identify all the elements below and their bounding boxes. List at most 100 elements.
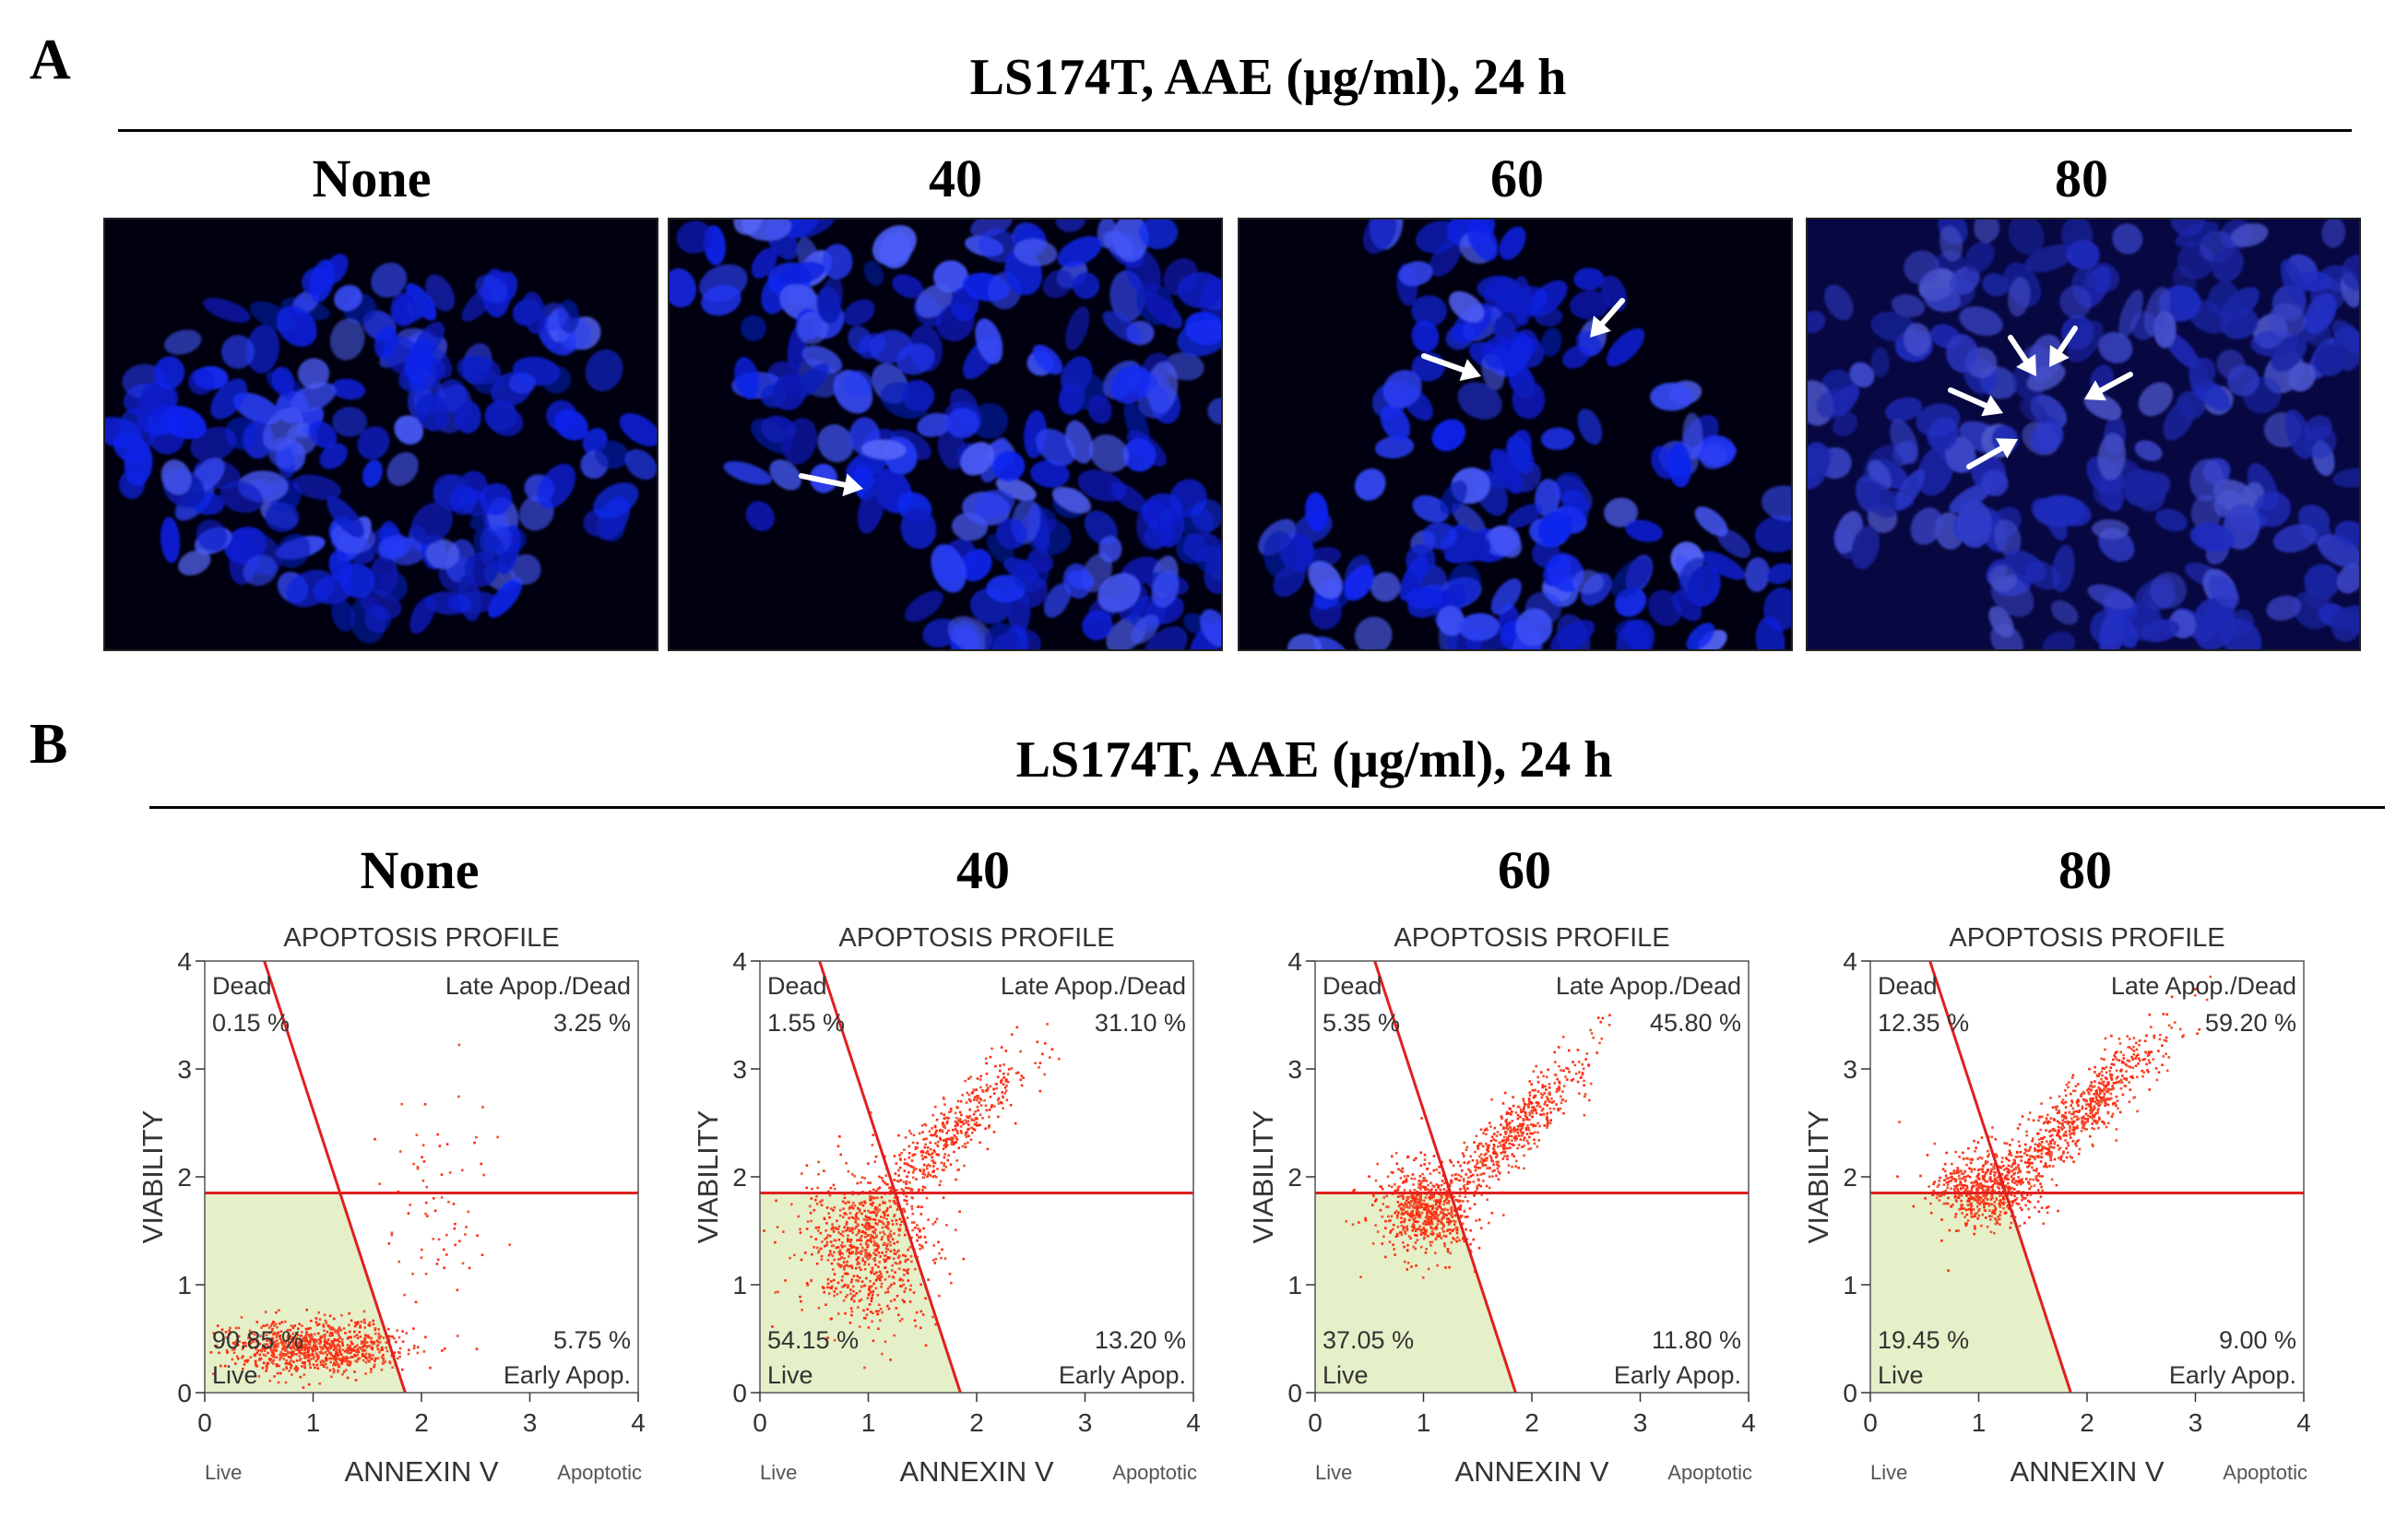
scatter-point [1988,1215,1991,1217]
scatter-point [862,1309,865,1312]
scatter-point [2106,1077,2108,1081]
scatter-point [1425,1248,1428,1251]
scatter-point [972,1119,976,1122]
y-tick-label: 4 [1287,947,1302,976]
scatter-point [2118,1042,2122,1045]
scatter-point [248,1343,252,1347]
scatter-point [879,1319,882,1322]
scatter-point [1960,1169,1963,1172]
scatter-point [2046,1147,2049,1150]
scatter-point [1485,1184,1489,1188]
scatter-point [1459,1204,1462,1207]
scatter-point [1987,1169,1989,1171]
scatter-point [316,1358,320,1360]
scatter-point [1418,1214,1421,1216]
scatter-point [301,1339,303,1343]
scatter-point [2003,1142,2006,1145]
scatter-point [295,1359,299,1362]
scatter-point [298,1359,302,1362]
scatter-point [1417,1193,1420,1196]
scatter-point [1352,1190,1355,1193]
scatter-point [1418,1216,1420,1218]
scatter-point [415,1133,419,1136]
panel-a-col-label-60: 60 [1490,148,1544,208]
scatter-point [1998,1181,2001,1184]
scatter-point [1522,1118,1524,1121]
scatter-point [1445,1196,1449,1199]
scatter-point [231,1341,235,1345]
scatter-point [2027,1199,2030,1203]
scatter-point [2018,1225,2022,1228]
scatter-point [1970,1189,1974,1192]
scatter-point [1583,1113,1586,1117]
scatter-point [2086,1117,2090,1121]
scatter-point [856,1246,860,1250]
scatter-point [1445,1214,1448,1216]
scatter-point [2038,1138,2041,1141]
scatter-point [266,1362,268,1366]
scatter-point [1601,1016,1605,1020]
scatter-point [373,1342,376,1346]
scatter-point [1429,1212,1432,1216]
scatter-point [805,1228,809,1230]
scatter-point [292,1337,296,1340]
percent-dead: 1.55 % [767,1009,845,1037]
scatter-point [1455,1231,1459,1235]
scatter-point [1543,1103,1547,1106]
quadrant-label-dead: Dead [212,972,272,1000]
scatter-point [1479,1173,1482,1176]
scatter-point [875,1214,878,1217]
scatter-point [2157,1050,2160,1052]
scatter-point [324,1319,327,1323]
scatter-point [1952,1169,1956,1172]
scatter-point [1413,1188,1417,1192]
scatter-point [2126,1059,2129,1062]
percent-late: 31.10 % [1095,1009,1186,1037]
scatter-point [2040,1185,2043,1189]
scatter-point [1947,1196,1950,1200]
scatter-point [836,1281,840,1285]
scatter-point [265,1334,268,1336]
scatter-point [969,1075,972,1078]
scatter-point [1006,1073,1010,1075]
scatter-point [2083,1118,2086,1121]
scatter-point [1432,1210,1436,1214]
scatter-point [391,1335,394,1338]
scatter-point [1523,1136,1526,1139]
scatter-point [2060,1128,2064,1131]
scatter-point [1461,1152,1465,1155]
scatter-point [370,1347,374,1349]
scatter-point [364,1341,367,1344]
scatter-point [874,1253,878,1257]
scatter-point [302,1345,305,1348]
scatter-point [860,1268,862,1271]
scatter-point [1437,1186,1440,1189]
scatter-point [1434,1227,1438,1229]
scatter-point [827,1292,831,1295]
scatter-point [1968,1175,1972,1179]
scatter-point [2146,1069,2149,1072]
scatter-point [1413,1214,1416,1216]
scatter-point [1458,1200,1462,1203]
scatter-point [2082,1125,2085,1128]
scatter-point [318,1341,322,1345]
scatter-point [2111,1085,2114,1087]
percent-dead: 5.35 % [1323,1009,1400,1037]
scatter-point [1407,1201,1410,1205]
scatter-point [1411,1205,1415,1207]
x-axis-label: ANNEXIN V [899,1455,1053,1488]
scatter-point [1416,1206,1419,1209]
scatter-point [1506,1146,1510,1150]
scatter-point [2106,1084,2108,1086]
scatter-point [1475,1219,1477,1222]
scatter-point [2019,1206,2022,1209]
scatter-point [335,1329,338,1333]
scatter-point [1427,1222,1429,1226]
scatter-point [1512,1155,1515,1157]
scatter-point [984,1104,988,1107]
scatter-point [364,1372,367,1375]
scatter-point [943,1103,946,1106]
scatter-point [2098,1118,2101,1121]
scatter-point [894,1172,897,1175]
scatter-point [1528,1091,1532,1094]
